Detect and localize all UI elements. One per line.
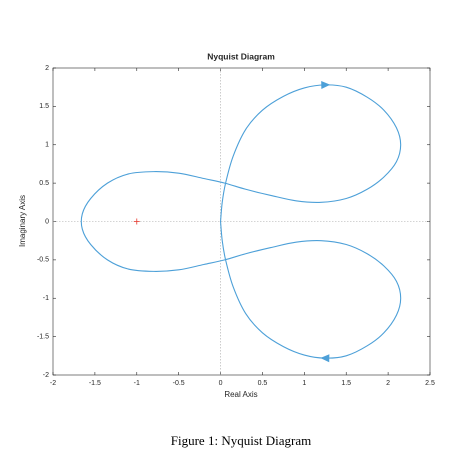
- y-tick-label: 0.5: [39, 180, 49, 187]
- y-tick-label: 1: [45, 142, 49, 149]
- x-tick-label: 0.5: [258, 380, 268, 387]
- chart-title: Nyquist Diagram: [207, 51, 275, 61]
- direction-arrow: [321, 80, 331, 89]
- y-axis-label: Imaginary Axis: [18, 195, 27, 247]
- x-tick-label: 1.5: [341, 380, 351, 387]
- x-axis-label: Real Axis: [224, 390, 257, 399]
- y-tick-label: -1: [43, 295, 49, 302]
- direction-arrow: [320, 354, 330, 363]
- nyquist-curve: [80, 84, 402, 359]
- x-tick-label: -1.5: [89, 380, 101, 387]
- x-tick-label: 2.5: [425, 380, 435, 387]
- x-tick-label: 1: [302, 380, 306, 387]
- y-tick-label: -0.5: [37, 257, 49, 264]
- figure-caption: Figure 1: Nyquist Diagram: [171, 433, 311, 448]
- y-tick-label: 2: [45, 65, 49, 72]
- x-tick-label: -2: [50, 380, 56, 387]
- x-tick-label: -0.5: [173, 380, 185, 387]
- x-tick-label: 0: [219, 380, 223, 387]
- y-tick-label: -1.5: [37, 333, 49, 340]
- x-tick-label: -1: [134, 380, 140, 387]
- critical-point: [133, 218, 140, 225]
- y-tick-label: -2: [43, 372, 49, 379]
- plot-area: [52, 67, 431, 376]
- y-tick-label: 0: [45, 218, 49, 225]
- y-tick-label: 1.5: [39, 103, 49, 110]
- x-tick-label: 2: [386, 380, 390, 387]
